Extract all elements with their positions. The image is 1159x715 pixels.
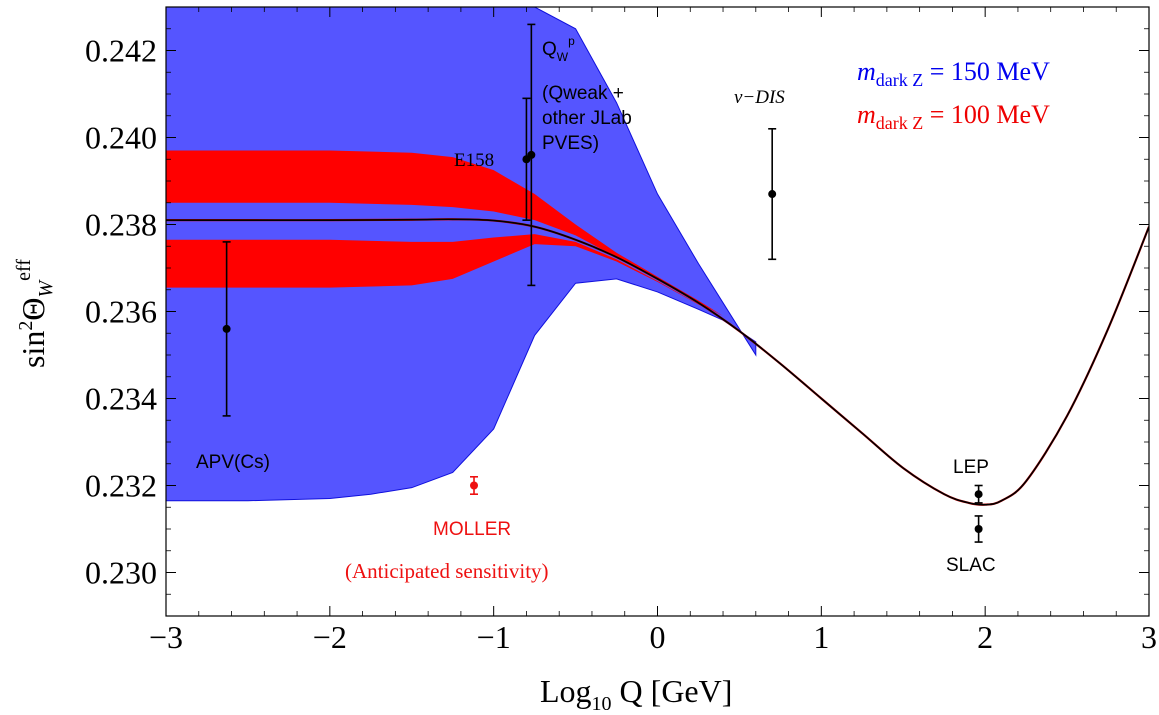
plot-content bbox=[166, 7, 1149, 543]
y-tick-label-3: 0.236 bbox=[85, 294, 157, 330]
point--dis-marker bbox=[768, 190, 777, 199]
x-axis-title: Log10 Q [GeV] bbox=[540, 673, 732, 715]
plot-area bbox=[166, 7, 1149, 543]
label-qw-main: Q bbox=[542, 39, 557, 60]
label-apv: APV(Cs) bbox=[196, 452, 270, 473]
y-axis-title: sin2ΘWeff bbox=[13, 259, 57, 368]
label-e158: E158 bbox=[454, 150, 494, 171]
label-moller: MOLLER bbox=[433, 519, 511, 540]
x-tick-label-2: −1 bbox=[477, 619, 511, 655]
y-tick-label-4: 0.238 bbox=[85, 207, 157, 243]
sm-curve bbox=[166, 218, 1149, 506]
point-qweak-marker bbox=[527, 150, 536, 159]
label-qw-line3: PVES) bbox=[542, 133, 599, 154]
label-slac: SLAC bbox=[946, 555, 996, 576]
annotations: APV(Cs) E158 QWp (Qweak + other JLab PVE… bbox=[196, 34, 996, 583]
axes: −3 −2 −1 0 1 2 3 0.230 0.232 0.234 0.236 0.238 0.240… bbox=[85, 6, 1157, 655]
y-tick-label-1: 0.232 bbox=[85, 468, 157, 504]
label-moller-sub: (Anticipated sensitivity) bbox=[345, 559, 549, 583]
x-tick-label-1: −2 bbox=[313, 619, 347, 655]
x-tick-label-3: 0 bbox=[650, 619, 666, 655]
label-lep: LEP bbox=[953, 457, 989, 478]
label-qw-line1: (Qweak + bbox=[542, 83, 624, 104]
label-nudis: ν−DIS bbox=[734, 87, 785, 108]
point-lep-marker bbox=[974, 490, 983, 499]
red-band-upper bbox=[166, 150, 724, 316]
legend-red: mdark Z = 100 MeV bbox=[857, 100, 1050, 133]
point-moller-marker bbox=[470, 481, 479, 490]
red-band-lower bbox=[166, 234, 724, 316]
x-tick-label-4: 1 bbox=[813, 619, 829, 655]
x-tick-label-5: 2 bbox=[977, 619, 993, 655]
legend: mdark Z = 150 MeV mdark Z = 100 MeV bbox=[857, 57, 1050, 133]
label-qw-sub: W bbox=[557, 50, 569, 64]
y-tick-label-0: 0.230 bbox=[85, 555, 157, 591]
x-tick-label-0: −3 bbox=[149, 619, 183, 655]
point-slac-marker bbox=[974, 525, 983, 533]
svg-text:sin2ΘWeff: sin2ΘWeff bbox=[13, 259, 57, 368]
label-qw-line2: other JLab bbox=[542, 108, 632, 129]
y-tick-label-5: 0.240 bbox=[85, 120, 157, 156]
point-apv-cs--marker bbox=[222, 324, 231, 333]
x-tick-label-6: 3 bbox=[1141, 619, 1157, 655]
y-tick-label-6: 0.242 bbox=[85, 33, 157, 69]
y-tick-label-2: 0.234 bbox=[85, 381, 157, 417]
legend-blue: mdark Z = 150 MeV bbox=[857, 57, 1050, 90]
label-qw: QWp bbox=[542, 34, 575, 64]
label-qw-sup: p bbox=[568, 34, 575, 48]
